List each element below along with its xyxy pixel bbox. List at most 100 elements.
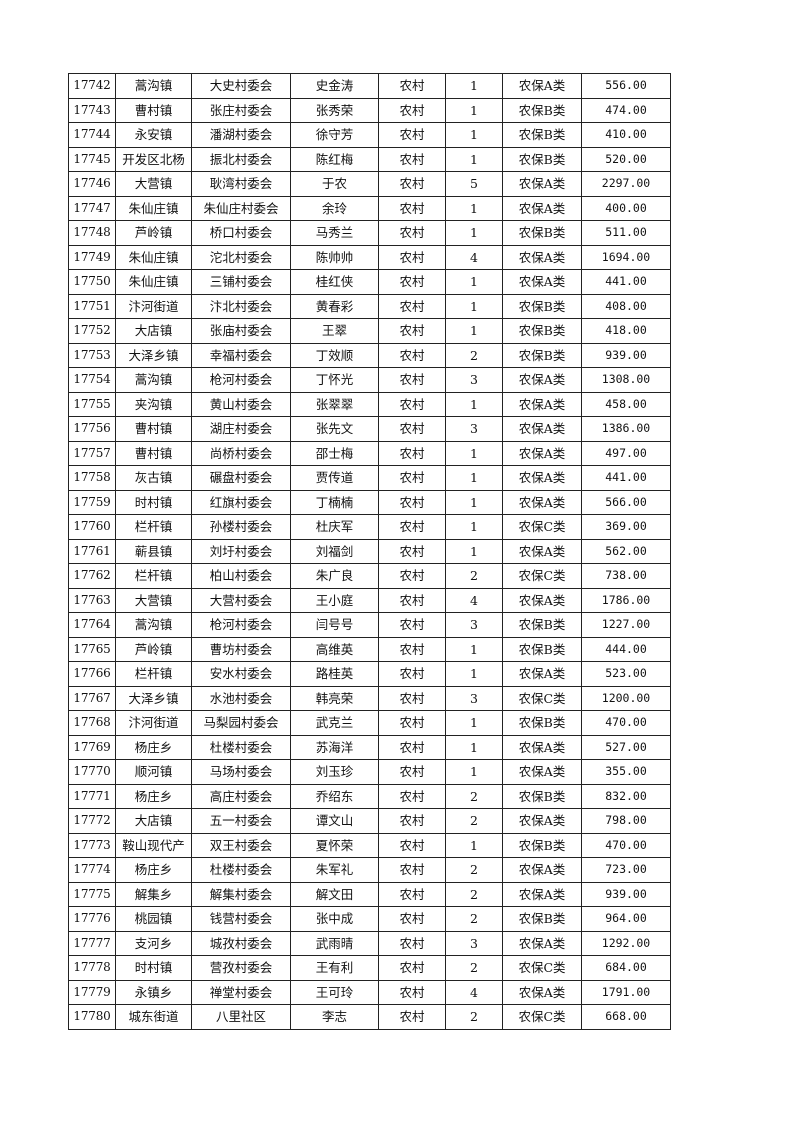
household-size-cell: 3 <box>445 612 503 638</box>
household-type-cell: 农村 <box>378 955 446 981</box>
town-cell: 大店镇 <box>115 808 192 834</box>
household-type-cell: 农村 <box>378 808 446 834</box>
town-cell: 朱仙庄镇 <box>115 195 192 221</box>
village-committee-cell: 钱营村委会 <box>191 906 291 932</box>
record-id-cell: 17776 <box>68 906 116 932</box>
town-cell: 大泽乡镇 <box>115 342 192 368</box>
town-cell: 桃园镇 <box>115 906 192 932</box>
insurance-category-cell: 农保B类 <box>502 318 582 344</box>
record-id-cell: 17763 <box>68 587 116 613</box>
household-type-cell: 农村 <box>378 146 446 172</box>
record-id-cell: 17768 <box>68 710 116 736</box>
record-id-cell: 17773 <box>68 832 116 858</box>
household-type-cell: 农村 <box>378 171 446 197</box>
household-size-cell: 2 <box>445 563 503 589</box>
table-row: 17779 永镇乡 禅堂村委会 王可玲 农村 4 农保A类 1791.00 <box>68 979 671 1005</box>
table-row: 17746 大营镇 耿湾村委会 于农 农村 5 农保A类 2297.00 <box>68 171 671 197</box>
person-name-cell: 武克兰 <box>290 710 379 736</box>
household-size-cell: 2 <box>445 808 503 834</box>
person-name-cell: 李志 <box>290 1004 379 1030</box>
insurance-category-cell: 农保A类 <box>502 244 582 270</box>
village-committee-cell: 安水村委会 <box>191 661 291 687</box>
household-type-cell: 农村 <box>378 661 446 687</box>
household-type-cell: 农村 <box>378 489 446 515</box>
benefit-table: 17742 蒿沟镇 大史村委会 史金涛 农村 1 农保A类 556.00 17743 曹村镇 张庄村… <box>68 73 671 1030</box>
household-type-cell: 农村 <box>378 342 446 368</box>
insurance-category-cell: 农保A类 <box>502 857 582 883</box>
insurance-category-cell: 农保C类 <box>502 514 582 540</box>
town-cell: 汴河街道 <box>115 710 192 736</box>
household-size-cell: 1 <box>445 440 503 466</box>
town-cell: 芦岭镇 <box>115 636 192 662</box>
table-row: 17755 夹沟镇 黄山村委会 张翠翠 农村 1 农保A类 458.00 <box>68 391 671 417</box>
person-name-cell: 徐守芳 <box>290 122 379 148</box>
person-name-cell: 邵士梅 <box>290 440 379 466</box>
household-type-cell: 农村 <box>378 269 446 295</box>
town-cell: 鞍山现代产 <box>115 832 192 858</box>
insurance-category-cell: 农保A类 <box>502 440 582 466</box>
town-cell: 杨庄乡 <box>115 783 192 809</box>
town-cell: 永安镇 <box>115 122 192 148</box>
table-row: 17762 栏杆镇 柏山村委会 朱广良 农村 2 农保C类 738.00 <box>68 563 671 589</box>
household-type-cell: 农村 <box>378 979 446 1005</box>
household-size-cell: 1 <box>445 538 503 564</box>
insurance-category-cell: 农保A类 <box>502 661 582 687</box>
table-row: 17772 大店镇 五一村委会 谭文山 农村 2 农保A类 798.00 <box>68 808 671 834</box>
person-name-cell: 高维英 <box>290 636 379 662</box>
record-id-cell: 17775 <box>68 881 116 907</box>
person-name-cell: 刘福剑 <box>290 538 379 564</box>
household-type-cell: 农村 <box>378 636 446 662</box>
amount-cell: 1791.00 <box>581 979 671 1005</box>
household-type-cell: 农村 <box>378 710 446 736</box>
insurance-category-cell: 农保A类 <box>502 808 582 834</box>
village-committee-cell: 碾盘村委会 <box>191 465 291 491</box>
record-id-cell: 17769 <box>68 734 116 760</box>
insurance-category-cell: 农保A类 <box>502 367 582 393</box>
household-type-cell: 农村 <box>378 881 446 907</box>
record-id-cell: 17778 <box>68 955 116 981</box>
person-name-cell: 乔绍东 <box>290 783 379 809</box>
record-id-cell: 17756 <box>68 416 116 442</box>
table-row: 17769 杨庄乡 杜楼村委会 苏海洋 农村 1 农保A类 527.00 <box>68 734 671 760</box>
insurance-category-cell: 农保A类 <box>502 930 582 956</box>
record-id-cell: 17749 <box>68 244 116 270</box>
village-committee-cell: 张庙村委会 <box>191 318 291 344</box>
village-committee-cell: 高庄村委会 <box>191 783 291 809</box>
amount-cell: 444.00 <box>581 636 671 662</box>
insurance-category-cell: 农保B类 <box>502 293 582 319</box>
amount-cell: 1386.00 <box>581 416 671 442</box>
table-row: 17744 永安镇 潘湖村委会 徐守芳 农村 1 农保B类 410.00 <box>68 122 671 148</box>
village-committee-cell: 柏山村委会 <box>191 563 291 589</box>
person-name-cell: 苏海洋 <box>290 734 379 760</box>
person-name-cell: 路桂英 <box>290 661 379 687</box>
household-type-cell: 农村 <box>378 97 446 123</box>
person-name-cell: 杜庆军 <box>290 514 379 540</box>
town-cell: 杨庄乡 <box>115 734 192 760</box>
household-size-cell: 1 <box>445 465 503 491</box>
table-row: 17752 大店镇 张庙村委会 王翠 农村 1 农保B类 418.00 <box>68 318 671 344</box>
town-cell: 城东街道 <box>115 1004 192 1030</box>
person-name-cell: 王小庭 <box>290 587 379 613</box>
household-type-cell: 农村 <box>378 293 446 319</box>
table-row: 17776 桃园镇 钱营村委会 张中成 农村 2 农保B类 964.00 <box>68 906 671 932</box>
person-name-cell: 朱军礼 <box>290 857 379 883</box>
insurance-category-cell: 农保A类 <box>502 587 582 613</box>
insurance-category-cell: 农保A类 <box>502 538 582 564</box>
person-name-cell: 刘玉珍 <box>290 759 379 785</box>
household-type-cell: 农村 <box>378 587 446 613</box>
record-id-cell: 17746 <box>68 171 116 197</box>
amount-cell: 1227.00 <box>581 612 671 638</box>
person-name-cell: 黄春彩 <box>290 293 379 319</box>
household-type-cell: 农村 <box>378 538 446 564</box>
amount-cell: 2297.00 <box>581 171 671 197</box>
household-type-cell: 农村 <box>378 416 446 442</box>
household-size-cell: 1 <box>445 97 503 123</box>
amount-cell: 497.00 <box>581 440 671 466</box>
table-row: 17745 开发区北杨 振北村委会 陈红梅 农村 1 农保B类 520.00 <box>68 146 671 172</box>
insurance-category-cell: 农保A类 <box>502 881 582 907</box>
person-name-cell: 闫号号 <box>290 612 379 638</box>
village-committee-cell: 尚桥村委会 <box>191 440 291 466</box>
insurance-category-cell: 农保B类 <box>502 146 582 172</box>
town-cell: 大店镇 <box>115 318 192 344</box>
household-type-cell: 农村 <box>378 465 446 491</box>
